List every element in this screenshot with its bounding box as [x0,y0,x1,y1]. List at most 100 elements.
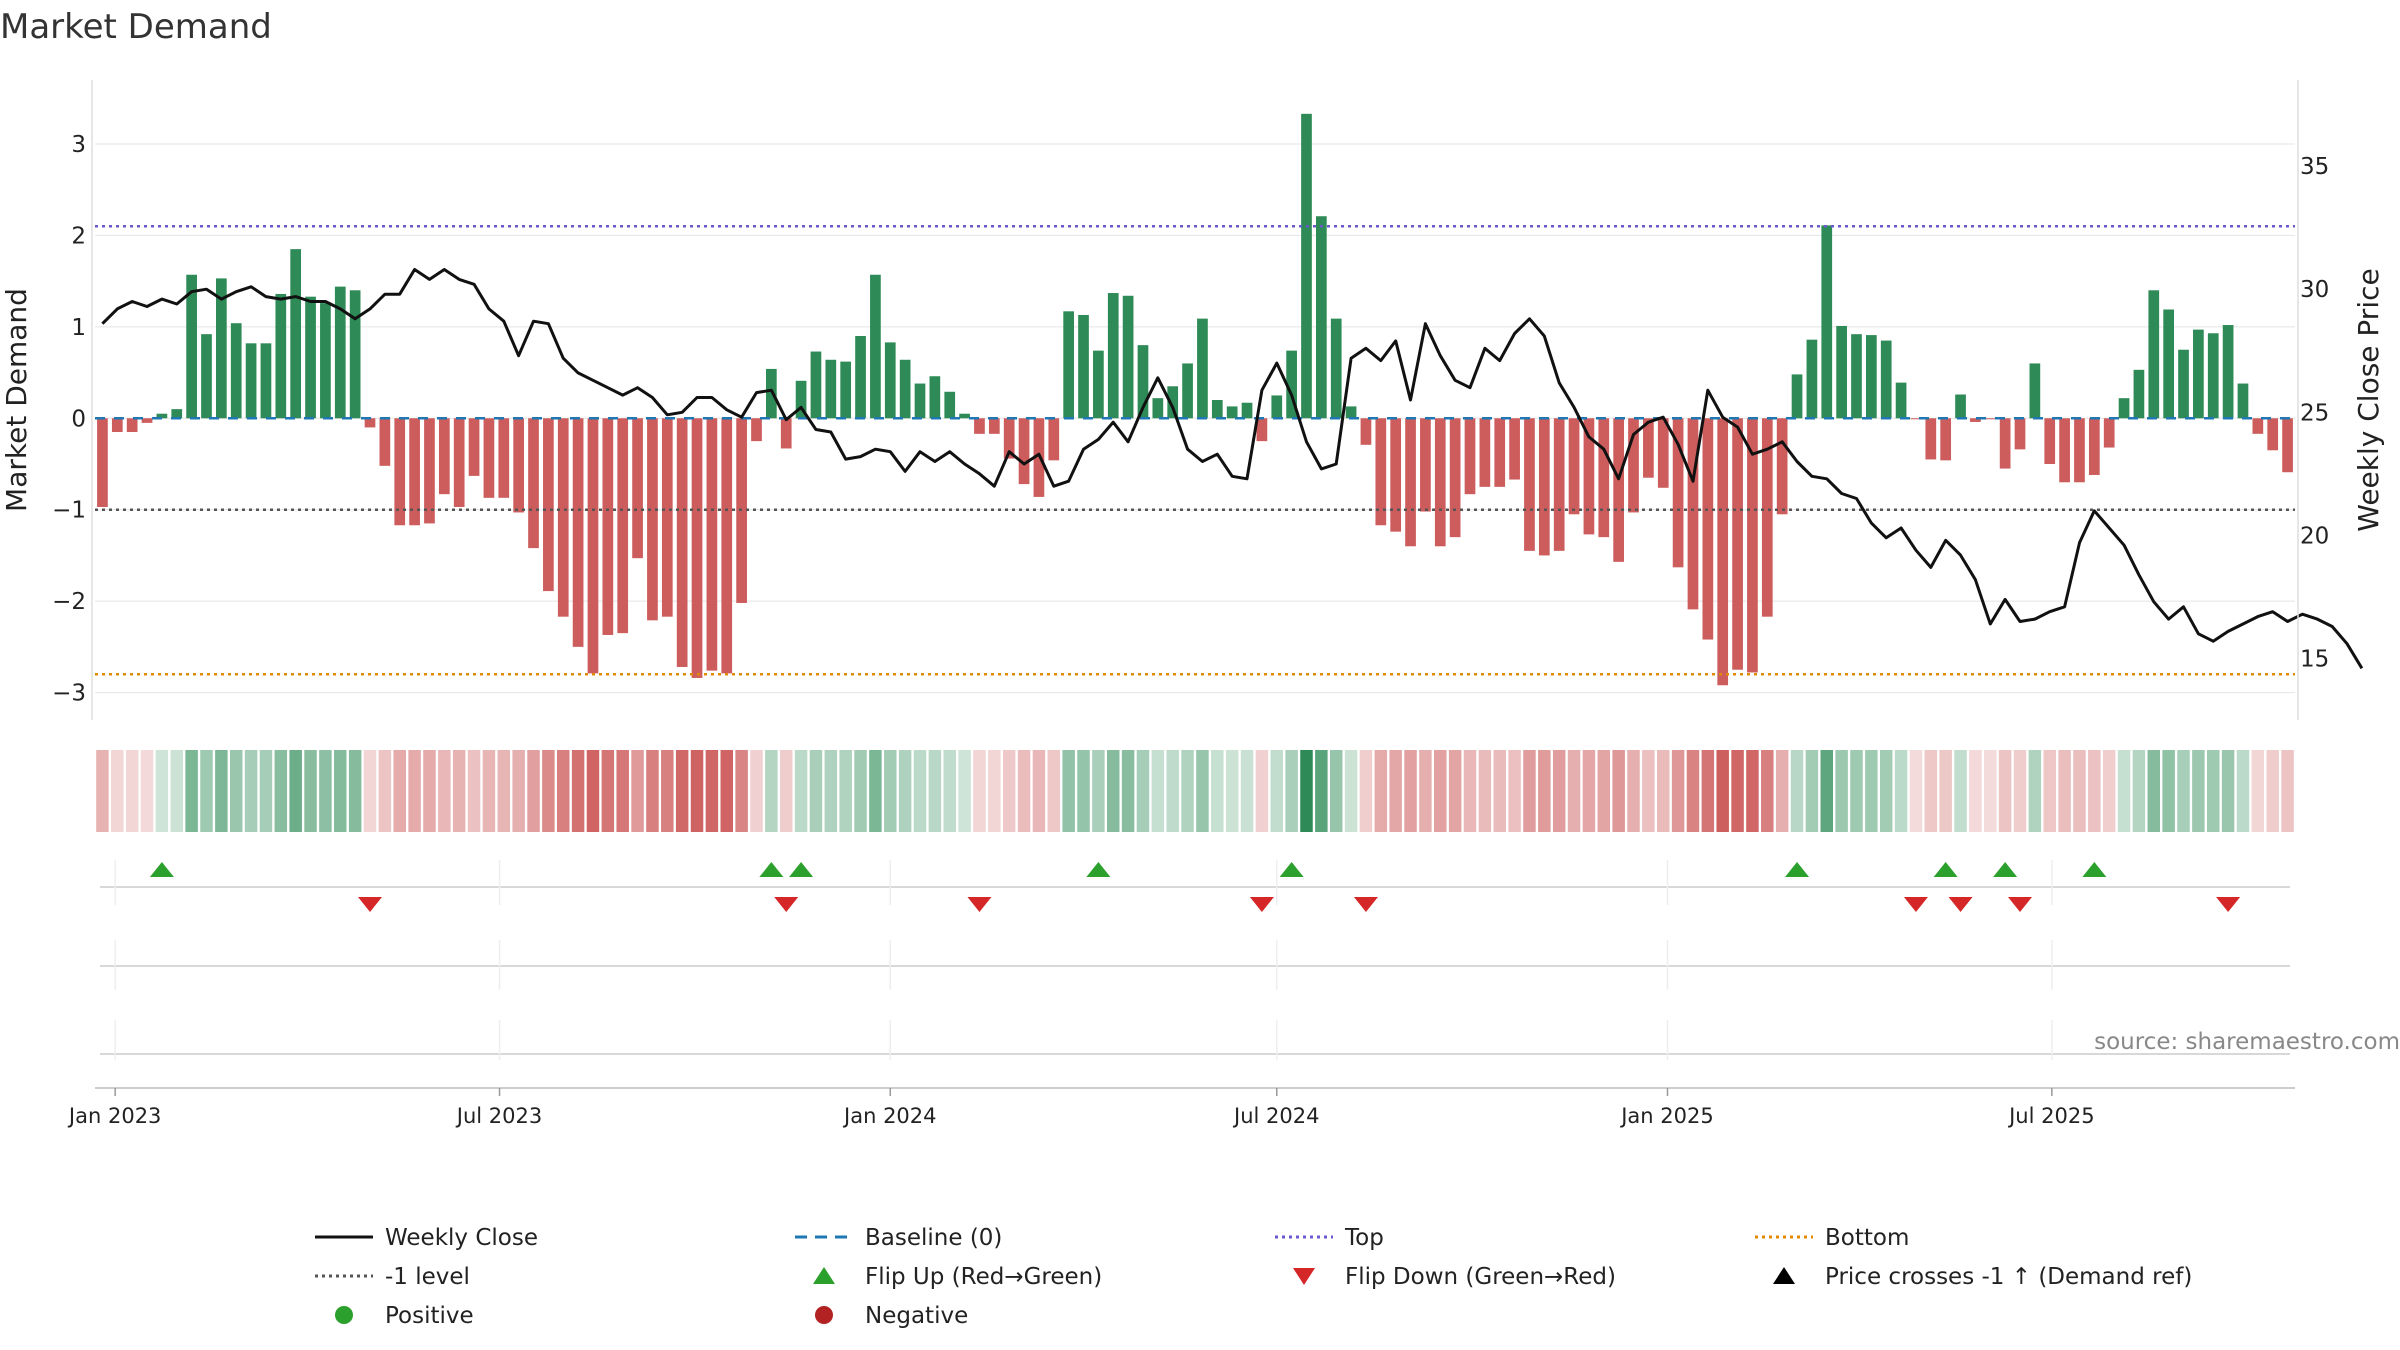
y-tick-label: 2 [71,223,86,249]
legend-item: Flip Up (Red→Green) [813,1264,1102,1290]
demand-bar [1078,314,1089,419]
legend-item: Baseline (0) [795,1225,1002,1251]
legend-label: Weekly Close [385,1225,538,1251]
y-tick-label: −1 [52,498,86,524]
demand-bar [1880,340,1892,419]
heat-cell [185,750,198,832]
legend-item: Top [1275,1225,1384,1251]
demand-bar [1509,418,1520,480]
demand-bar [1256,418,1268,442]
demand-bar [1910,418,1922,420]
heat-cell [1240,750,1254,832]
heat-cell [705,750,719,832]
heat-cell [1879,750,1893,832]
heat-cell [2102,750,2116,832]
flip-up-marker [1279,862,1304,877]
heat-cell [1701,750,1715,832]
heat-cell [1998,750,2012,832]
heat-cell [557,750,570,832]
legend-label: Top [1344,1225,1384,1251]
x-tick-label: Jul 2025 [2007,1104,2094,1128]
heat-cell [1181,750,1194,832]
demand-bar [840,361,852,419]
heat-cell [1582,750,1596,832]
heat-cell [616,750,629,832]
heat-cell [1775,750,1789,832]
heat-cell [2236,750,2250,832]
demand-bar [1583,418,1595,535]
flip-down-marker [774,897,799,912]
demand-bar [468,418,480,476]
demand-bar [1360,418,1372,445]
heat-cell [2192,750,2205,832]
demand-bar [1271,395,1283,419]
demand-bar [944,391,956,419]
heat-cell [244,750,258,832]
flip-down-marker [2216,897,2241,912]
heat-cell [378,750,392,832]
demand-bar [1018,418,1030,485]
heat-cell [1225,750,1239,832]
heat-cell [1077,750,1090,832]
heat-cell [1805,750,1819,832]
heat-cell [958,750,971,832]
demand-bar [320,303,331,419]
legend-label: Price crosses -1 ↑ (Demand ref) [1825,1264,2192,1290]
demand-bar [2059,418,2070,483]
source-credit: source: sharemaestro.com [2094,1029,2400,1055]
x-tick-label: Jan 2024 [842,1104,937,1128]
heat-cell [2088,750,2101,832]
demand-bar [1925,418,1937,460]
heat-cell [884,750,897,832]
demand-bars [97,113,2293,686]
heat-cell [1404,750,1417,832]
heat-cell [334,750,347,832]
demand-bar [1494,418,1506,487]
heat-cell [215,750,228,832]
heat-cell [571,750,585,832]
heat-cell [1894,750,1908,832]
heat-cell [2073,750,2086,832]
heat-cell [2207,750,2220,832]
demand-bar [2178,349,2189,419]
legend-item: -1 level [315,1264,470,1290]
demand-bar [2267,418,2279,451]
demand-bar [1955,394,1966,419]
demand-bar [111,418,123,432]
heat-cell [765,750,778,832]
heat-cell [839,750,852,832]
demand-bar [260,343,272,419]
flip-down-marker [1948,897,1973,912]
demand-bar [1003,418,1015,459]
demand-bar [1524,418,1535,551]
demand-bar [1687,418,1699,610]
heat-cell [1211,750,1224,832]
demand-bar [1286,350,1297,419]
heat-cell [1047,750,1061,832]
heat-cell [2013,750,2027,832]
heat-cell [1924,750,1938,832]
demand-bar [884,342,896,419]
demand-bar [1464,418,1476,495]
demand-bar [2252,418,2264,434]
heat-cell [1567,750,1581,832]
y-tick-label: 0 [71,406,86,432]
heat-cell [497,750,511,832]
legend-triangle-down-icon [1293,1268,1315,1285]
flip-down-marker [1249,897,1274,912]
heat-cell [690,750,704,832]
legend-item: Price crosses -1 ↑ (Demand ref) [1773,1264,2192,1290]
demand-bar [929,376,941,419]
demand-bar [216,278,227,419]
demand-bar [1598,418,1610,538]
heat-cell [1062,750,1075,832]
heat-cell [1523,750,1536,832]
demand-bar [498,418,510,498]
legend-label: Baseline (0) [865,1225,1002,1251]
y2-tick-label: 30 [2300,277,2329,303]
demand-bar [1538,418,1550,556]
reference-lines [95,225,2295,676]
heat-cell [2028,750,2042,832]
legend-triangle-up-icon [1773,1267,1795,1284]
legend-item: Bottom [1755,1225,1909,1251]
